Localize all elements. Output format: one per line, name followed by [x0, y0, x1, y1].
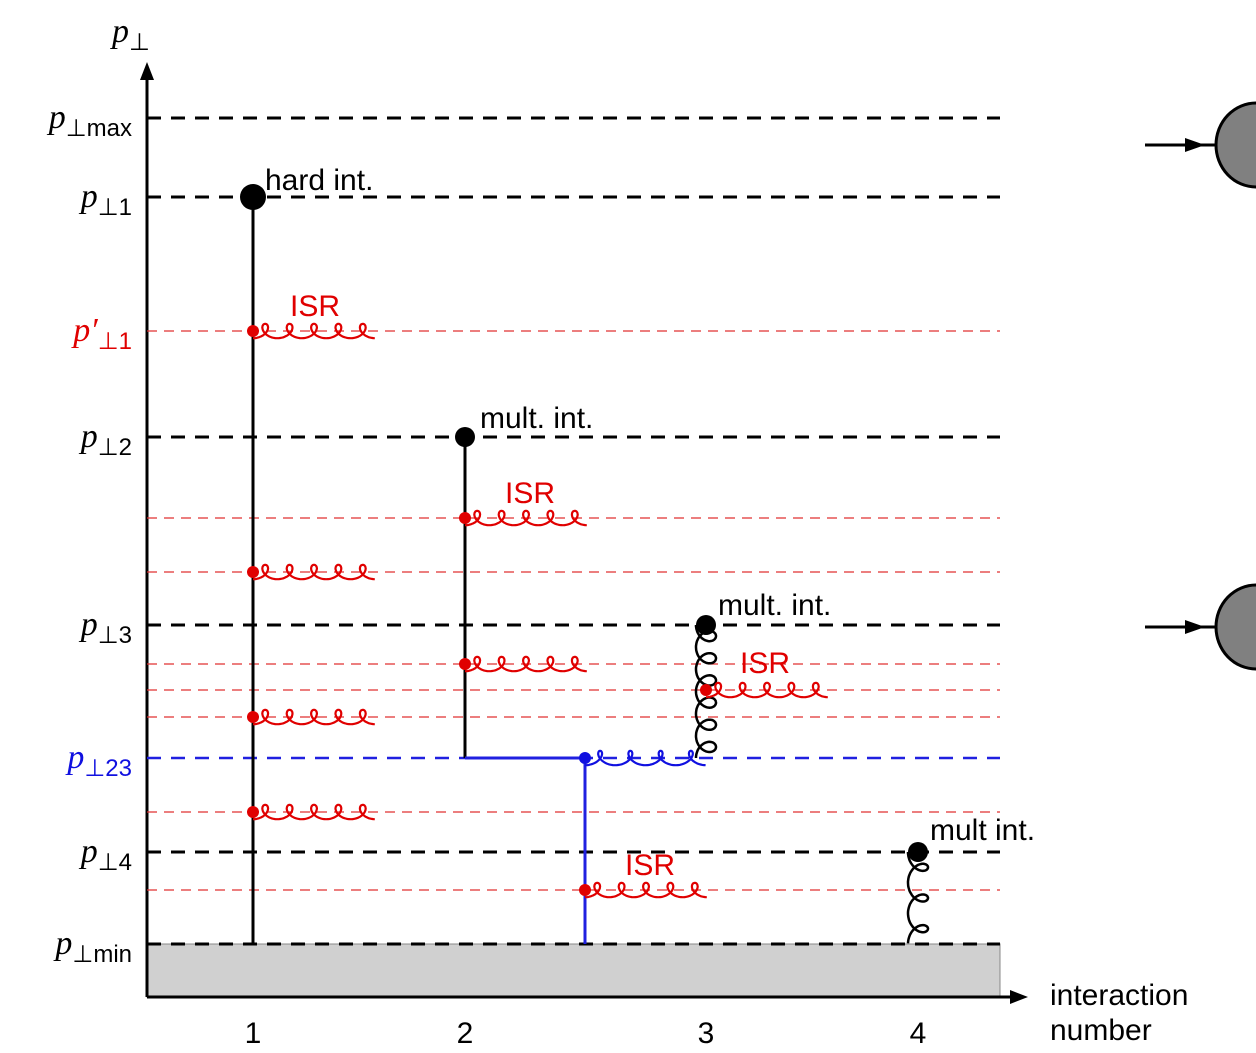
annotation: mult. int.: [480, 402, 593, 435]
y-label: p⊥min: [53, 925, 132, 968]
vertex: [696, 615, 716, 635]
y-label-sub: ⊥1: [98, 194, 132, 221]
vertex: [455, 427, 475, 447]
y-title: p⊥: [110, 13, 150, 56]
isr-label: ISR: [505, 477, 555, 510]
y-label-main: p: [79, 418, 98, 455]
y-arrow: [140, 62, 154, 80]
gluon: [908, 852, 928, 943]
x-label: 1: [245, 1017, 262, 1050]
y-label-sub: ⊥max: [66, 115, 132, 142]
y-label: p⊥2: [79, 418, 132, 461]
vertex: [908, 842, 928, 862]
x-arrow: [1010, 990, 1028, 1004]
y-label: p⊥4: [79, 833, 132, 876]
y-label-sub: ⊥4: [98, 849, 132, 876]
y-label-main: p: [79, 833, 98, 870]
beam-2: [1145, 585, 1256, 669]
vertex: [240, 184, 266, 210]
emission-dot: [579, 884, 591, 896]
emission-dot: [459, 658, 471, 670]
y-label-main: p: [79, 178, 98, 215]
y-label-main: p′: [71, 312, 98, 349]
isr-label: ISR: [625, 849, 675, 882]
emission-dot: [459, 512, 471, 524]
diagram: p⊥maxp⊥1p′⊥1p⊥2p⊥3p⊥23p⊥4p⊥minp⊥1234inte…: [0, 0, 1256, 1053]
isr-label: ISR: [740, 647, 790, 680]
x-label: 4: [910, 1017, 927, 1050]
y-label-main: p: [47, 99, 66, 136]
beam-1: [1145, 103, 1256, 187]
annotation: hard int.: [265, 164, 373, 197]
cutoff-region: [147, 944, 1000, 997]
y-title-sub: ⊥: [129, 29, 150, 56]
emission-dot: [700, 684, 712, 696]
y-label-sub: ⊥2: [98, 434, 132, 461]
y-label-sub: ⊥23: [84, 755, 132, 782]
x-label: 3: [698, 1017, 715, 1050]
emission-dot: [247, 806, 259, 818]
y-label: p⊥3: [79, 606, 132, 649]
y-label-main: p: [53, 925, 72, 962]
y-title-main: p: [110, 13, 129, 50]
y-label: p′⊥1: [71, 312, 132, 355]
emission-dot: [247, 711, 259, 723]
y-label-sub: ⊥min: [72, 941, 132, 968]
annotation: mult int.: [930, 814, 1035, 847]
annotation: mult. int.: [718, 589, 831, 622]
y-label: p⊥23: [65, 739, 132, 782]
x-title: number: [1050, 1014, 1152, 1047]
y-label-main: p: [65, 739, 84, 776]
emission-dot: [247, 325, 259, 337]
y-label-sub: ⊥1: [98, 328, 132, 355]
emission-dot: [247, 566, 259, 578]
y-label: p⊥max: [47, 99, 132, 142]
vertex: [579, 752, 591, 764]
y-label-main: p: [79, 606, 98, 643]
y-label-sub: ⊥3: [98, 622, 132, 649]
x-label: 2: [457, 1017, 474, 1050]
y-label: p⊥1: [79, 178, 132, 221]
isr-label: ISR: [290, 290, 340, 323]
x-title: interaction: [1050, 979, 1188, 1012]
